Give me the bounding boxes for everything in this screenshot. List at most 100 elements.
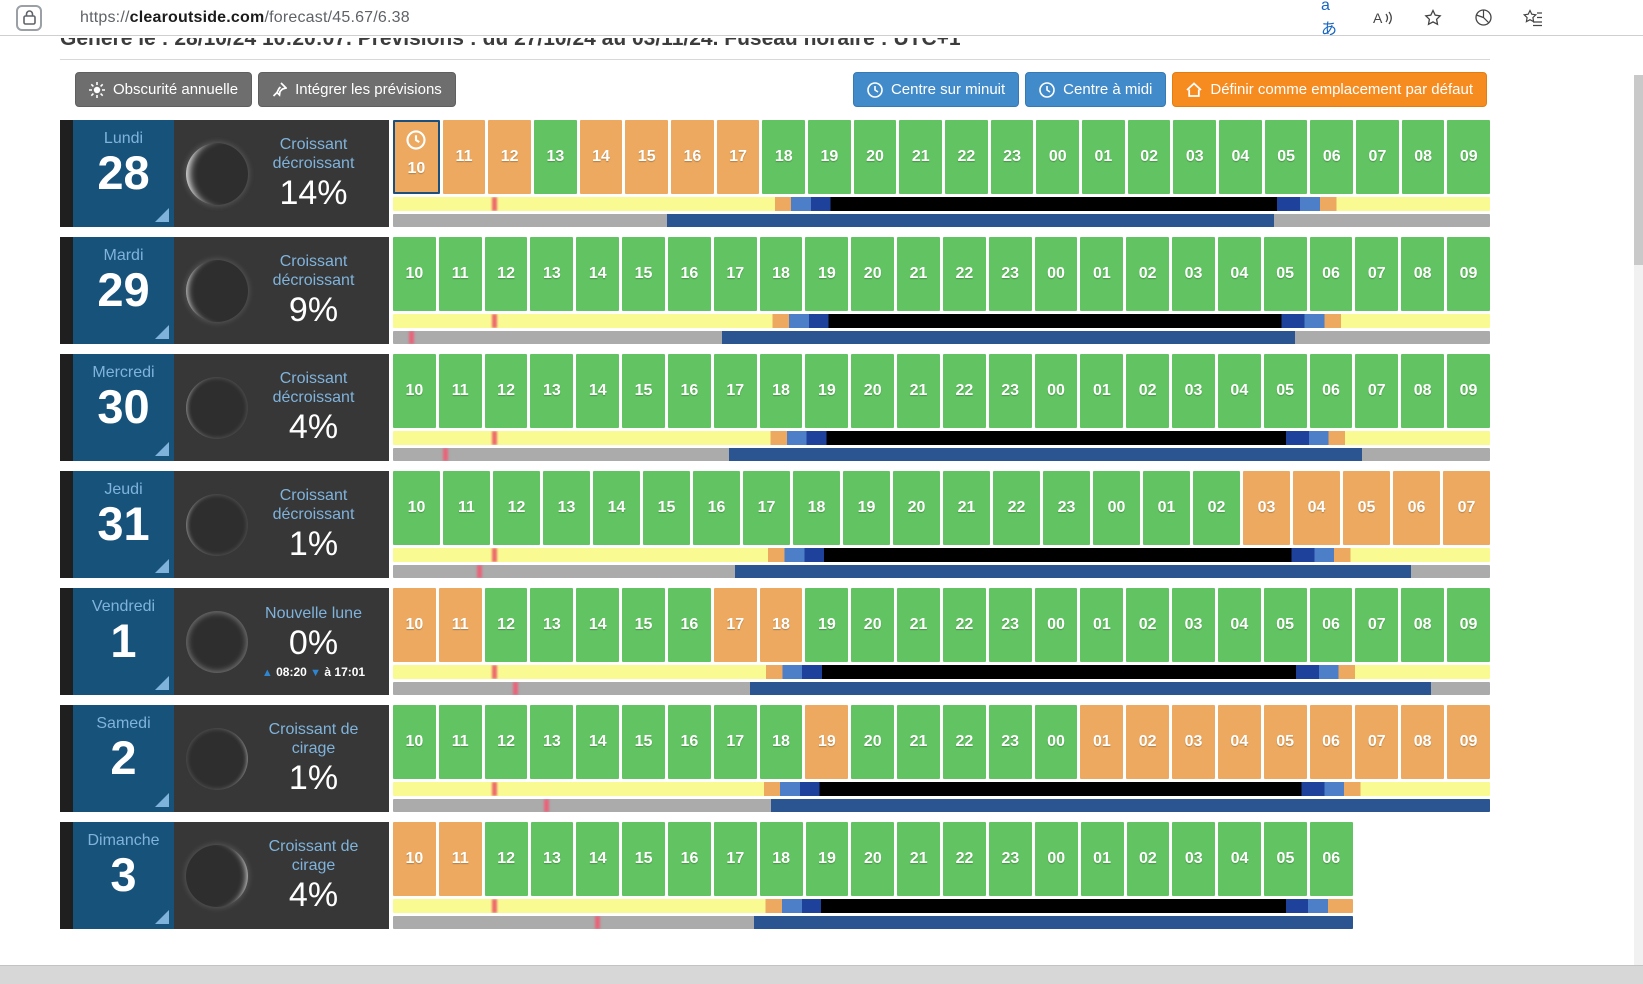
hour-cell[interactable]: 03 [1172,705,1215,779]
hour-cell[interactable]: 22 [942,588,986,662]
hour-cell[interactable]: 05 [1263,237,1307,311]
hour-cell[interactable]: 08 [1401,120,1445,194]
hour-cell[interactable]: 17 [716,120,760,194]
hour-cell[interactable]: 15 [622,354,665,428]
hour-cell[interactable]: 19 [808,120,851,194]
hour-cell[interactable]: 06 [1309,237,1353,311]
vertical-scrollbar[interactable] [1634,75,1643,965]
day-panel[interactable]: Lundi 28 [73,120,174,227]
hour-cell[interactable]: 09 [1447,588,1490,662]
hour-cell[interactable]: 22 [943,822,986,896]
hour-cell[interactable]: 21 [897,822,941,896]
hour-cell[interactable]: 05 [1263,354,1307,428]
hour-cell[interactable]: 14 [576,822,620,896]
hour-cell[interactable]: 23 [988,588,1032,662]
hour-cell[interactable]: 23 [990,120,1034,194]
hour-cell[interactable]: 11 [438,354,482,428]
hour-cell[interactable]: 19 [843,471,890,545]
hour-cell[interactable]: 07 [1355,354,1399,428]
extensions-icon[interactable] [1471,6,1495,30]
hour-cell[interactable]: 02 [1126,354,1170,428]
hour-cell[interactable]: 10 [393,822,436,896]
hour-cell[interactable]: 21 [897,705,940,779]
hour-cell[interactable]: 10 [393,354,436,428]
hour-cell[interactable]: 11 [438,705,482,779]
hour-cell[interactable]: 16 [667,705,711,779]
hour-cell[interactable]: 01 [1080,588,1124,662]
hour-cell[interactable]: 21 [897,237,940,311]
hour-cell[interactable]: 08 [1401,588,1445,662]
read-aloud-icon[interactable]: A [1371,6,1395,30]
hour-cell[interactable]: 20 [851,705,895,779]
hour-cell[interactable]: 15 [622,822,666,896]
hour-cell[interactable]: 16 [667,588,711,662]
hour-cell[interactable]: 19 [805,354,849,428]
hour-cell[interactable]: 03 [1243,471,1290,545]
hour-cell[interactable]: 07 [1443,471,1490,545]
favorites-list-icon[interactable] [1521,6,1545,30]
hour-cell[interactable]: 21 [943,471,990,545]
hour-cell[interactable]: 17 [713,354,757,428]
hour-cell[interactable]: 07 [1355,588,1399,662]
hour-cell[interactable]: 21 [897,588,940,662]
hour-cell[interactable]: 13 [530,822,574,896]
hour-cell[interactable]: 17 [713,705,757,779]
hour-cell[interactable]: 14 [576,705,620,779]
hour-cell[interactable]: 14 [576,237,620,311]
hour-cell[interactable]: 16 [667,237,711,311]
hour-cell[interactable]: 22 [942,237,986,311]
hour-cell[interactable]: 15 [622,588,665,662]
hour-cell[interactable]: 22 [942,354,986,428]
hour-cell[interactable]: 02 [1193,471,1240,545]
hour-cell[interactable]: 06 [1393,471,1440,545]
hour-cell[interactable]: 11 [442,120,486,194]
hour-cell[interactable]: 11 [443,471,490,545]
hour-cell[interactable]: 06 [1309,822,1353,896]
hour-cell[interactable]: 07 [1355,705,1399,779]
hour-cell[interactable]: 08 [1401,237,1445,311]
address-bar[interactable]: https://clearoutside.com/forecast/45.67/… [80,9,410,27]
hour-cell[interactable]: 12 [484,822,528,896]
hour-cell[interactable]: 04 [1217,237,1261,311]
site-info-button[interactable] [16,4,42,31]
hour-cell[interactable]: 18 [759,705,803,779]
hour-cell[interactable]: 23 [988,237,1032,311]
hour-cell[interactable]: 17 [743,471,790,545]
hour-cell[interactable]: 19 [805,822,849,896]
hour-cell[interactable]: 10 [393,588,436,662]
translate-icon[interactable]: aあ [1321,0,1338,38]
center-noon-button[interactable]: Centre à midi [1025,72,1167,107]
annual-darkness-button[interactable]: Obscurité annuelle [75,72,253,107]
hour-cell[interactable]: 06 [1309,588,1353,662]
hour-cell[interactable]: 18 [759,237,803,311]
day-panel[interactable]: Samedi 2 [73,705,174,812]
set-default-location-button[interactable]: Définir comme emplacement par défaut [1172,72,1487,107]
hour-cell[interactable]: 04 [1218,822,1262,896]
hour-cell[interactable]: 06 [1310,120,1354,194]
hour-cell[interactable]: 06 [1309,354,1353,428]
hour-cell[interactable]: 14 [593,471,640,545]
hour-cell[interactable]: 16 [693,471,740,545]
hour-cell[interactable]: 01 [1080,705,1124,779]
hour-cell[interactable]: 20 [851,588,895,662]
hour-cell[interactable]: 09 [1447,120,1491,194]
day-panel[interactable]: Vendredi 1 [73,588,174,695]
hour-cell[interactable]: 20 [893,471,940,545]
hour-cell[interactable]: 05 [1264,120,1308,194]
day-panel[interactable]: Dimanche 3 [73,822,174,929]
hour-cell[interactable]: 00 [1034,705,1078,779]
hour-cell[interactable]: 20 [851,822,895,896]
hour-cell[interactable]: 23 [988,822,1032,896]
hour-cell[interactable]: 02 [1126,588,1170,662]
hour-cell[interactable]: 18 [759,588,803,662]
hour-cell[interactable]: 09 [1447,354,1490,428]
hour-cell[interactable]: 13 [530,354,574,428]
hour-cell[interactable]: 04 [1217,705,1261,779]
hour-cell[interactable]: 18 [759,354,803,428]
hour-cell[interactable]: 01 [1080,237,1124,311]
hour-cell[interactable]: 07 [1356,120,1399,194]
hour-cell[interactable]: 12 [484,705,528,779]
hour-cell[interactable]: 12 [484,237,528,311]
hour-cell[interactable]: 00 [1034,237,1078,311]
hour-cell[interactable]: 06 [1309,705,1353,779]
